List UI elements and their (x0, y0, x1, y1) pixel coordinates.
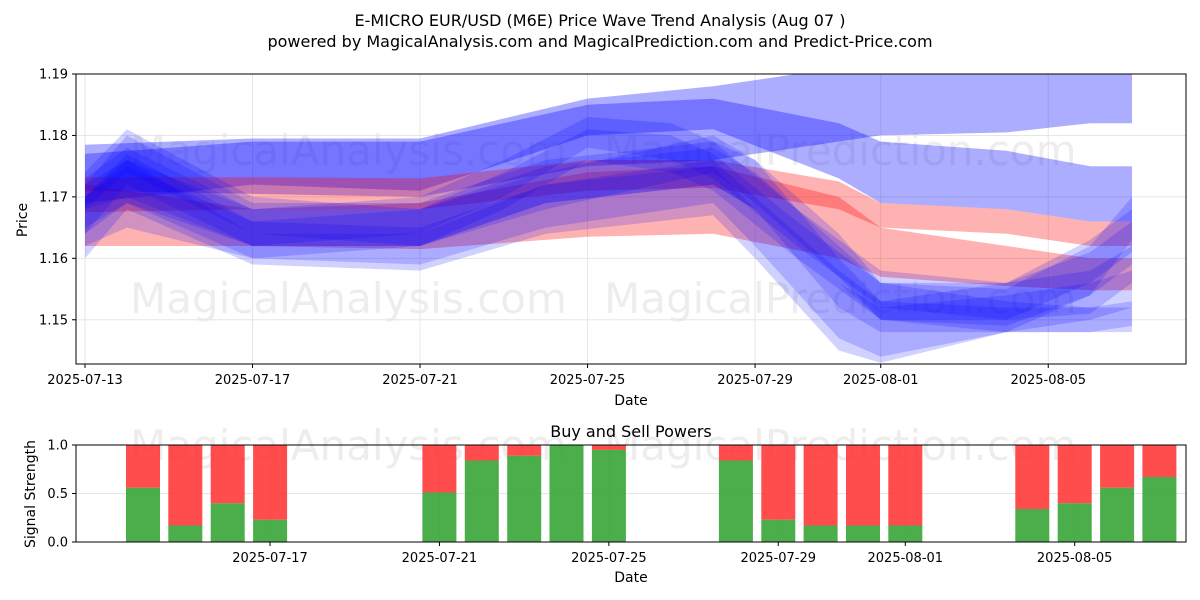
buy-bar (803, 525, 838, 542)
sell-bar (888, 445, 923, 526)
sell-bar (591, 445, 626, 450)
buy-bar (718, 460, 753, 542)
price-y-tick-label: 1.17 (39, 190, 68, 205)
price-bands (85, 74, 1132, 363)
price-x-tick-label: 2025-07-17 (215, 373, 291, 388)
signal-x-label: Date (614, 570, 647, 586)
price-panel: 2025-07-13 2025-07-17 2025-07-21 2025-07-25… (15, 68, 1187, 409)
buy-bar (168, 525, 203, 542)
sell-bar (803, 445, 838, 526)
buy-bar (888, 525, 923, 542)
signal-y-label: Signal Strength (23, 440, 39, 548)
signal-x-tick-label: 2025-07-29 (740, 551, 816, 566)
signal-y-tick-label: 1.0 (47, 439, 68, 454)
sell-bar (718, 445, 753, 461)
buy-bar (1142, 477, 1177, 542)
sell-bar (126, 445, 160, 488)
price-y-tick-label: 1.15 (39, 313, 68, 328)
price-x-axis: 2025-07-13 2025-07-17 2025-07-21 2025-07-25… (47, 364, 1086, 388)
buy-bar (1057, 503, 1092, 542)
buy-bar (422, 492, 457, 542)
sell-bar (761, 445, 796, 520)
buy-bar (1015, 509, 1050, 542)
blue-wave-band (85, 129, 1132, 333)
watermark-text: MagicalPrediction.com (604, 126, 1077, 175)
price-y-axis: 1.15 1.16 1.17 1.18 1.19 (39, 68, 76, 328)
buy-bar (507, 455, 542, 542)
price-y-tick-label: 1.18 (39, 129, 68, 144)
signal-x-axis: 2025-07-17 2025-07-21 2025-07-25 2025-07-29… (232, 542, 1112, 566)
sell-bar (253, 445, 288, 520)
sell-bar (210, 445, 245, 504)
sell-bar (1100, 445, 1135, 488)
signal-title: Buy and Sell Powers (550, 422, 712, 441)
watermark-text: MagicalAnalysis.com (130, 274, 567, 323)
signal-y-tick-label: 0.0 (47, 536, 68, 551)
price-x-tick-label: 2025-07-21 (382, 373, 458, 388)
sell-bar (1057, 445, 1092, 504)
price-y-tick-label: 1.19 (39, 68, 68, 83)
price-plot-frame (75, 73, 1187, 365)
price-x-label: Date (614, 393, 647, 409)
buy-bar (1100, 487, 1135, 542)
buy-bar (549, 445, 584, 542)
buy-bar (761, 519, 796, 542)
sell-bar (464, 445, 499, 461)
price-y-tick-label: 1.16 (39, 252, 68, 267)
red-wave-band (85, 166, 1132, 291)
signal-y-axis: 0.0 0.5 1.0 (47, 439, 76, 551)
price-x-tick-label: 2025-07-25 (550, 373, 626, 388)
sell-bar (1142, 445, 1177, 477)
price-x-tick-label: 2025-07-29 (717, 373, 793, 388)
blue-wave-band (85, 160, 1132, 357)
sell-bar (507, 445, 542, 456)
sell-bar (846, 445, 880, 526)
signal-panel: Buy and Sell Powers 2025-07-17 2025-07-21… (23, 422, 1187, 586)
blue-wave-band (85, 147, 1132, 320)
buy-bar (846, 525, 880, 542)
buy-bar (210, 503, 245, 542)
chart-title: E-MICRO EUR/USD (M6E) Price Wave Trend A… (355, 11, 846, 30)
signal-x-tick-label: 2025-07-25 (571, 551, 647, 566)
price-x-tick-label: 2025-08-05 (1010, 373, 1086, 388)
sell-bar (168, 445, 203, 526)
price-x-tick-label: 2025-08-01 (843, 373, 919, 388)
blue-wave-band (85, 74, 1132, 197)
sell-bar (422, 445, 457, 493)
signal-x-tick-label: 2025-07-21 (402, 551, 478, 566)
buy-bar (126, 487, 160, 542)
sell-bar (1015, 445, 1050, 509)
blue-wave-band (85, 117, 1132, 320)
price-x-tick-label: 2025-07-13 (47, 373, 123, 388)
blue-wave-band (85, 129, 1132, 326)
signal-y-tick-label: 0.5 (47, 487, 68, 502)
blue-wave-band (85, 160, 1132, 363)
signal-x-tick-label: 2025-08-05 (1037, 551, 1113, 566)
watermark-text: MagicalAnalysis.com (130, 126, 567, 175)
buy-bar (253, 519, 288, 542)
chart-subtitle: powered by MagicalAnalysis.com and Magic… (267, 32, 932, 51)
red-wave-band (85, 160, 1132, 246)
watermark-text: MagicalPrediction.com (604, 274, 1077, 323)
signal-bars (126, 445, 1177, 542)
price-y-label: Price (15, 203, 31, 237)
buy-bar (591, 449, 626, 542)
signal-x-tick-label: 2025-08-01 (868, 551, 944, 566)
blue-wave-band (85, 98, 1132, 222)
signal-x-tick-label: 2025-07-17 (232, 551, 308, 566)
buy-bar (464, 460, 499, 542)
blue-wave-band (85, 135, 1132, 333)
